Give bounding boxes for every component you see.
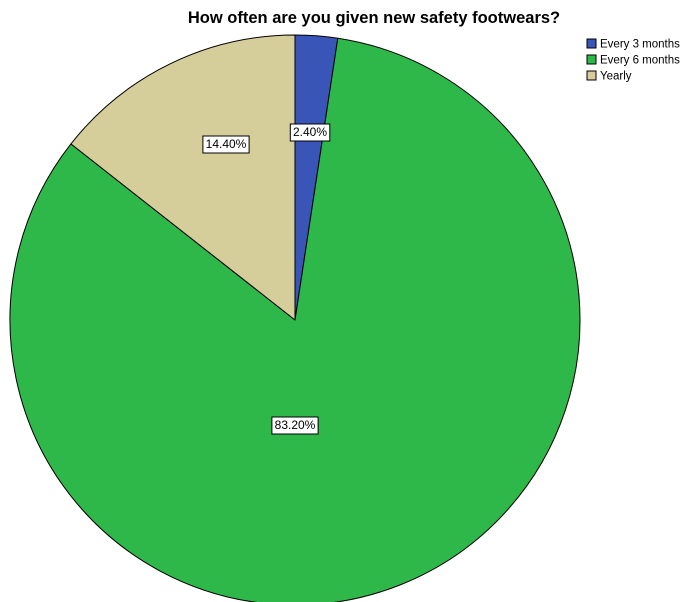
pie-slices — [9, 34, 581, 602]
slice-label-text: 83.20% — [275, 418, 316, 432]
slice-label-text: 14.40% — [206, 137, 247, 151]
slice-label-text: 2.40% — [293, 125, 327, 139]
legend-label-every-6-months: Every 6 months — [600, 55, 680, 67]
slice-label-box — [202, 135, 250, 154]
slice-label-box — [271, 416, 319, 435]
legend-label-yearly: Yearly — [600, 71, 632, 83]
legend-label-every-3-months: Every 3 months — [600, 39, 680, 51]
slice-label-every-3-months: 2.40% — [289, 123, 331, 142]
legend-swatch-yearly — [586, 70, 597, 81]
pie-slice-yearly — [70, 34, 296, 321]
legend-swatch-every-3-months — [586, 38, 597, 49]
slice-labels: 2.40% 83.20% 14.40% — [202, 123, 331, 435]
slice-label-yearly: 14.40% — [202, 135, 250, 154]
legend-swatch-every-6-months — [586, 54, 597, 65]
legend: Every 3 months Every 6 months Yearly — [586, 38, 680, 83]
slice-label-every-6-months: 83.20% — [271, 416, 319, 435]
chart-title: How often are you given new safety footw… — [188, 9, 560, 27]
slice-label-box — [289, 123, 331, 142]
